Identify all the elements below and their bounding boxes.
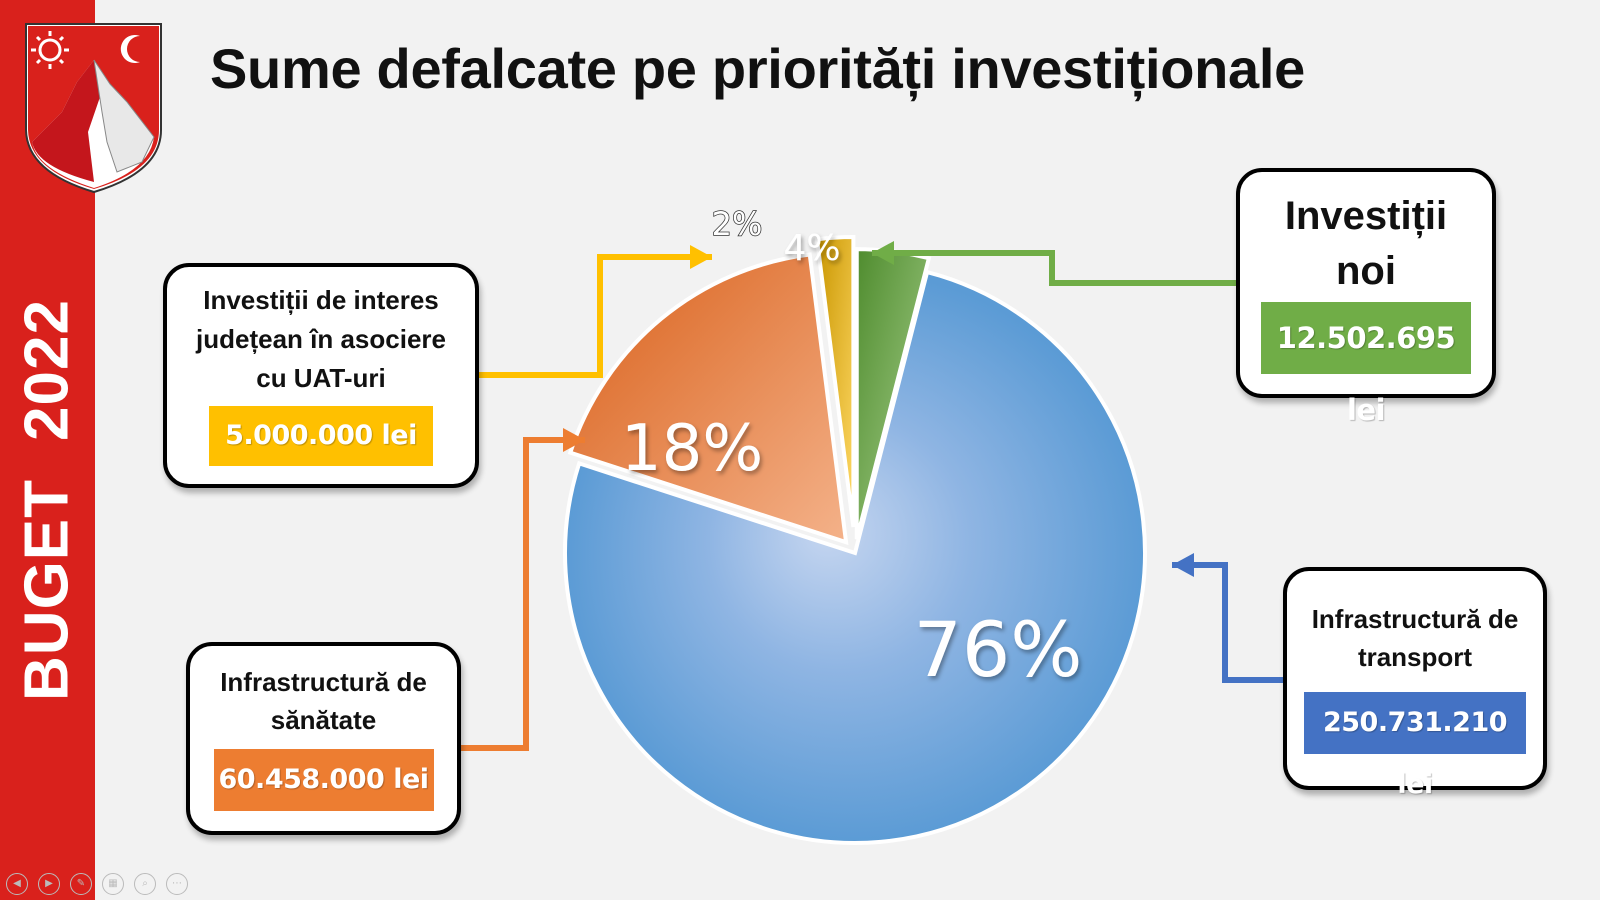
arrowhead	[872, 241, 894, 265]
more-icon[interactable]: ⋯	[166, 873, 188, 895]
sidebar: BUGET2022	[0, 0, 162, 900]
slice-investitii-asociere	[814, 235, 856, 528]
percent-label: 2%	[712, 205, 763, 243]
callout-investitii-asociere-uat: Investiții de interes județean în asocie…	[163, 263, 479, 488]
callout-label-line1: Investiții de interes	[203, 285, 439, 315]
slide-controls: ◀ ▶ ✎ ▦ ⌕ ⋯	[6, 873, 188, 895]
amount-badge: 12.502.695 lei	[1261, 302, 1471, 427]
county-coat-of-arms	[25, 23, 162, 194]
callout-label-line1: Infrastructură de	[1311, 604, 1519, 634]
connector-infrastructura-sanatate	[461, 437, 585, 751]
amount-badge: 60.458.000 lei	[213, 749, 434, 812]
connector-investitii-noi	[872, 250, 1236, 286]
callout-label-line2: noi	[1336, 249, 1396, 293]
arrowhead	[1172, 553, 1194, 577]
callout-infrastructura-sanatate: Infrastructură de sănătate 60.458.000 le…	[186, 642, 461, 835]
callout-label-line1: Infrastructură de	[220, 667, 427, 697]
callout-label-line2: județean în asociere	[196, 324, 446, 354]
connector-investitii-asociere	[479, 254, 712, 378]
percent-label: 18%	[621, 412, 763, 486]
prev-slide-icon[interactable]: ◀	[6, 873, 28, 895]
slice-infrastructura-transport	[563, 269, 1147, 845]
percent-label: 4%	[783, 228, 840, 269]
pen-icon[interactable]: ✎	[70, 873, 92, 895]
callout-label-line2: transport	[1357, 641, 1473, 672]
zoom-icon[interactable]: ⌕	[134, 873, 156, 895]
callout-investitii-noi: Investiții noi 12.502.695 lei	[1236, 168, 1496, 427]
callout-label-line2: sănătate	[270, 704, 377, 735]
callout-label-line3: cu UAT-uri	[256, 363, 386, 393]
amount-badge: 5.000.000 lei	[209, 406, 433, 466]
percent-label: 76%	[914, 605, 1083, 694]
amount-badge: 250.731.210 lei	[1304, 692, 1526, 800]
arrowhead	[563, 428, 585, 452]
next-slide-icon[interactable]: ▶	[38, 873, 60, 895]
callout-infrastructura-transport: Infrastructură de transport 250.731.210 …	[1283, 567, 1547, 800]
callout-label-line1: Investiții	[1284, 194, 1448, 238]
slice-infrastructura-sanatate	[567, 252, 849, 546]
page-title: Sume defalcate pe priorități investițion…	[210, 37, 1305, 100]
grid-icon[interactable]: ▦	[102, 873, 124, 895]
arrowhead	[690, 245, 712, 269]
connector-infrastructura-transport	[1172, 562, 1283, 683]
